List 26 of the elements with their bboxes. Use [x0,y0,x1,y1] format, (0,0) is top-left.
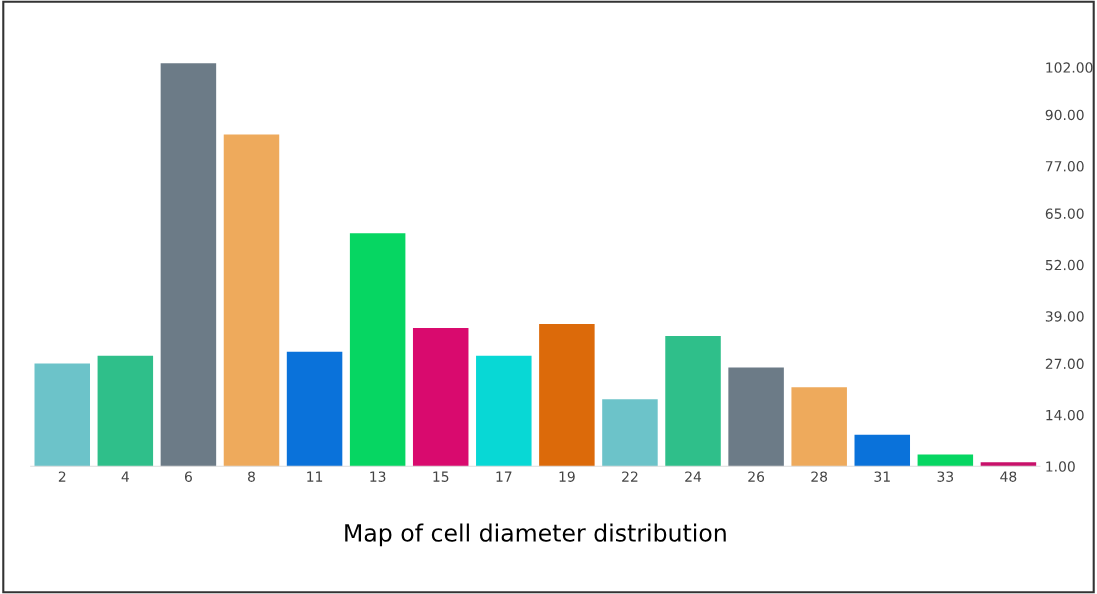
x-tick-label: 17 [496,471,512,482]
y-tick-label: 1.00 [1046,461,1075,472]
y-tick-label: 90.00 [1045,109,1084,121]
x-tick-label: 28 [811,471,828,482]
x-tick-label: 11 [307,471,323,482]
x-tick-label: 2 [58,471,66,482]
x-tick-label: 48 [1000,471,1017,482]
x-axis-title: Map of cell diameter distribution [345,523,726,547]
y-tick-label: 102.00 [1046,62,1093,73]
y-tick-label: 52.00 [1045,259,1084,271]
x-tick-label: 19 [559,471,575,482]
x-tick-label: 33 [937,471,954,482]
x-tick-label: 22 [622,471,638,482]
x-tick-label: 8 [248,471,255,482]
y-tick-label: 39.00 [1045,311,1084,322]
x-tick-label: 15 [433,471,449,482]
x-tick-label: 4 [121,471,129,482]
y-tick-label: 77.00 [1045,161,1084,172]
x-tick-label: 31 [874,471,890,482]
x-tick-label: 6 [184,471,192,482]
y-tick-label: 14.00 [1046,409,1084,421]
y-tick-label: 27.00 [1045,358,1084,370]
y-tick-label: 65.00 [1045,208,1084,219]
x-tick-label: 24 [685,471,702,482]
x-tick-label: 13 [370,471,386,482]
x-tick-label: 26 [748,471,765,482]
